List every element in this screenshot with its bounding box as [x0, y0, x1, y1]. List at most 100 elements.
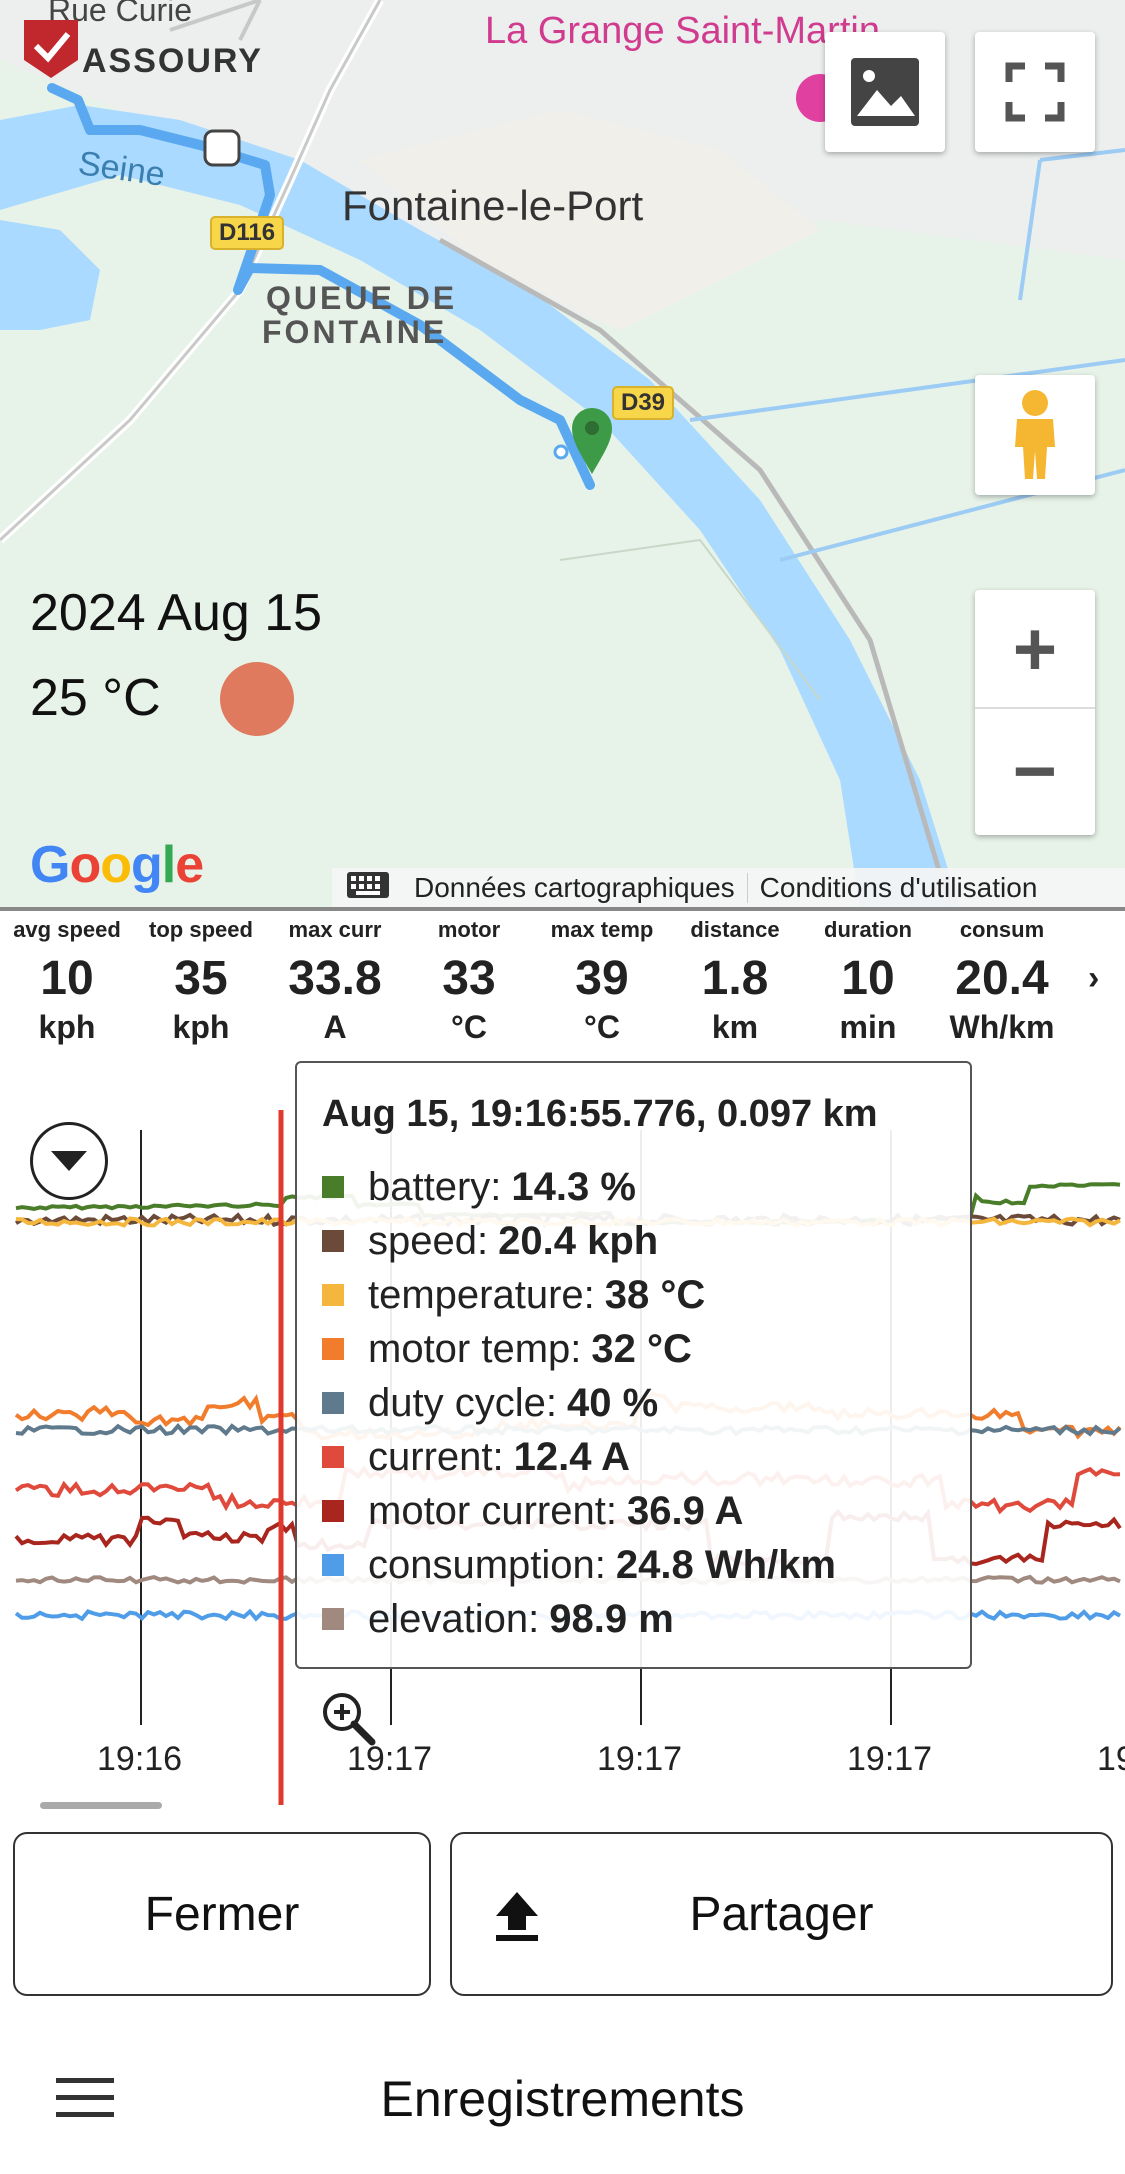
tooltip-label: current:	[368, 1434, 504, 1479]
time-axis-tick: 19:17	[847, 1740, 933, 1778]
tooltip-row-speed: speed: 20.4 kph	[322, 1214, 658, 1268]
zoom-chart-icon[interactable]	[320, 1690, 376, 1751]
map-view[interactable]: Rue Curie ASSOURY La Grange Saint-Martin…	[0, 0, 1125, 907]
stat-label: top speed	[149, 917, 253, 942]
zoom-controls: + −	[975, 590, 1095, 835]
tooltip-row-current: current: 12.4 A	[322, 1430, 630, 1484]
upload-icon	[494, 1890, 540, 1954]
chevron-down-icon	[51, 1151, 87, 1171]
tooltip-label: battery:	[368, 1164, 502, 1209]
ride-temperature: 25 °C	[30, 669, 161, 727]
tooltip-label: motor current:	[368, 1488, 617, 1533]
legend-swatch	[322, 1608, 344, 1630]
tooltip-value: 24.8 Wh/km	[615, 1542, 836, 1587]
stat-label: motor	[437, 917, 501, 942]
keyboard-icon[interactable]	[346, 871, 390, 906]
legend-swatch	[322, 1500, 344, 1522]
close-button[interactable]: Fermer	[13, 1832, 431, 1996]
horizontal-scrollbar[interactable]	[40, 1802, 162, 1809]
hamburger-menu-icon[interactable]	[56, 2076, 114, 2125]
tooltip-value: 20.4 kph	[498, 1218, 659, 1263]
legend-swatch	[322, 1284, 344, 1306]
time-axis-tick: 19:17	[597, 1740, 683, 1778]
stat-unit: °C	[451, 1009, 487, 1045]
tooltip-row-consumption: consumption: 24.8 Wh/km	[322, 1538, 836, 1592]
tooltip-label: duty cycle:	[368, 1380, 557, 1425]
time-axis-tick: 19:16	[97, 1740, 183, 1778]
time-axis-tick: 19:17	[347, 1740, 433, 1778]
stat-distance: distance 1.8 km	[668, 911, 802, 1046]
stat-value: 1.8	[701, 952, 769, 1005]
google-logo: Google	[30, 836, 204, 894]
fullscreen-icon	[1005, 62, 1065, 122]
stat-unit: kph	[38, 1009, 96, 1045]
stat-unit: km	[711, 1009, 759, 1045]
app-logo-icon	[24, 20, 78, 78]
stat-motor-temp: motor 33 °C	[402, 911, 536, 1046]
road-badge-d39: D39	[612, 386, 675, 420]
tooltip-row-duty-cycle: duty cycle: 40 %	[322, 1376, 658, 1430]
stat-duration: duration 10 min	[801, 911, 935, 1046]
chart-tooltip: Aug 15, 19:16:55.776, 0.097 km battery: 1…	[295, 1061, 972, 1669]
legend-swatch	[322, 1338, 344, 1360]
stat-value: 33	[442, 952, 496, 1005]
time-axis-tick: 19	[1097, 1740, 1125, 1778]
map-attribution-bar: Données cartographiques Conditions d'uti…	[332, 868, 1125, 907]
area-label-queue-1: QUEUE DE	[266, 280, 458, 316]
map-data-link[interactable]: Données cartographiques	[414, 872, 735, 903]
stat-label: duration	[824, 917, 912, 942]
tooltip-value: 36.9 A	[626, 1488, 744, 1533]
ride-date: 2024 Aug 15	[30, 584, 323, 642]
stat-label: consum	[959, 917, 1045, 942]
legend-swatch	[322, 1230, 344, 1252]
stats-scroll-right-icon[interactable]: ›	[1088, 959, 1100, 997]
image-icon	[851, 58, 919, 126]
road-badge-d116: D116	[210, 216, 285, 250]
tooltip-label: consumption:	[368, 1542, 606, 1587]
map-type-button[interactable]	[825, 32, 945, 152]
stat-label: distance	[690, 917, 780, 942]
tooltip-row-motor-current: motor current: 36.9 A	[322, 1484, 743, 1538]
tooltip-row-battery: battery: 14.3 %	[322, 1160, 636, 1214]
tooltip-value: 38 °C	[604, 1272, 706, 1317]
stat-avg-speed: avg speed 10 kph	[0, 911, 134, 1046]
tooltip-value: 40 %	[566, 1380, 659, 1425]
tooltip-label: elevation:	[368, 1596, 540, 1641]
collapse-chart-button[interactable]	[30, 1122, 108, 1200]
pegman-icon	[1015, 390, 1055, 479]
zoom-out-button[interactable]: −	[1012, 729, 1058, 814]
stat-value: 33.8	[288, 952, 382, 1005]
tooltip-value: 12.4 A	[513, 1434, 630, 1479]
tooltip-label: speed:	[368, 1218, 489, 1263]
temperature-indicator-dot	[220, 662, 294, 736]
legend-swatch	[322, 1554, 344, 1576]
stat-value: 10	[40, 952, 94, 1005]
share-button[interactable]: Partager	[450, 1832, 1113, 1996]
stat-value: 39	[575, 952, 629, 1005]
screen-title: Enregistrements	[380, 2071, 745, 2127]
stat-unit: Wh/km	[949, 1009, 1055, 1045]
stat-unit: min	[839, 1009, 897, 1045]
street-view-button[interactable]	[975, 375, 1095, 495]
stat-consumption: consum 20.4 Wh/km	[934, 911, 1070, 1046]
stat-max-temp: max temp 39 °C	[535, 911, 669, 1046]
tooltip-row-motor-temp: motor temp: 32 °C	[322, 1322, 692, 1376]
poi-label-grange: La Grange Saint-Martin	[485, 10, 880, 52]
legend-swatch	[322, 1176, 344, 1198]
area-label-assoury: ASSOURY	[82, 42, 263, 80]
stat-label: max curr	[288, 917, 382, 942]
tooltip-label: motor temp:	[368, 1326, 582, 1371]
stat-label: max temp	[550, 917, 654, 942]
close-button-label: Fermer	[144, 1887, 300, 1941]
fullscreen-button[interactable]	[975, 32, 1095, 152]
town-label-fontaine: Fontaine-le-Port	[342, 182, 644, 229]
stat-value: 35	[174, 952, 228, 1005]
tooltip-title: Aug 15, 19:16:55.776, 0.097 km	[322, 1093, 878, 1135]
zoom-in-button[interactable]: +	[975, 591, 1095, 709]
terms-link[interactable]: Conditions d'utilisation	[759, 872, 1038, 903]
tooltip-value: 98.9 m	[549, 1596, 674, 1641]
share-button-label: Partager	[689, 1887, 874, 1941]
ride-stats-bar: avg speed 10 kph top speed 35 kph max cu…	[0, 907, 1125, 1059]
attribution-divider	[746, 873, 748, 903]
tooltip-row-temperature: temperature: 38 °C	[322, 1268, 705, 1322]
